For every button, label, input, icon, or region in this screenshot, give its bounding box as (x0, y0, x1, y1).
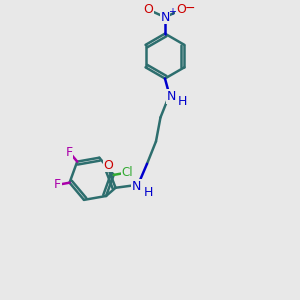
Text: H: H (178, 95, 188, 108)
Text: N: N (132, 180, 141, 193)
Text: N: N (166, 90, 176, 103)
Text: O: O (176, 3, 186, 16)
Text: +: + (167, 7, 175, 17)
Text: −: − (184, 2, 195, 15)
Text: N: N (160, 11, 170, 24)
Text: H: H (144, 186, 153, 199)
Text: O: O (103, 159, 113, 172)
Text: F: F (66, 146, 73, 159)
Text: O: O (144, 3, 153, 16)
Text: F: F (54, 178, 61, 191)
Text: Cl: Cl (121, 166, 133, 179)
